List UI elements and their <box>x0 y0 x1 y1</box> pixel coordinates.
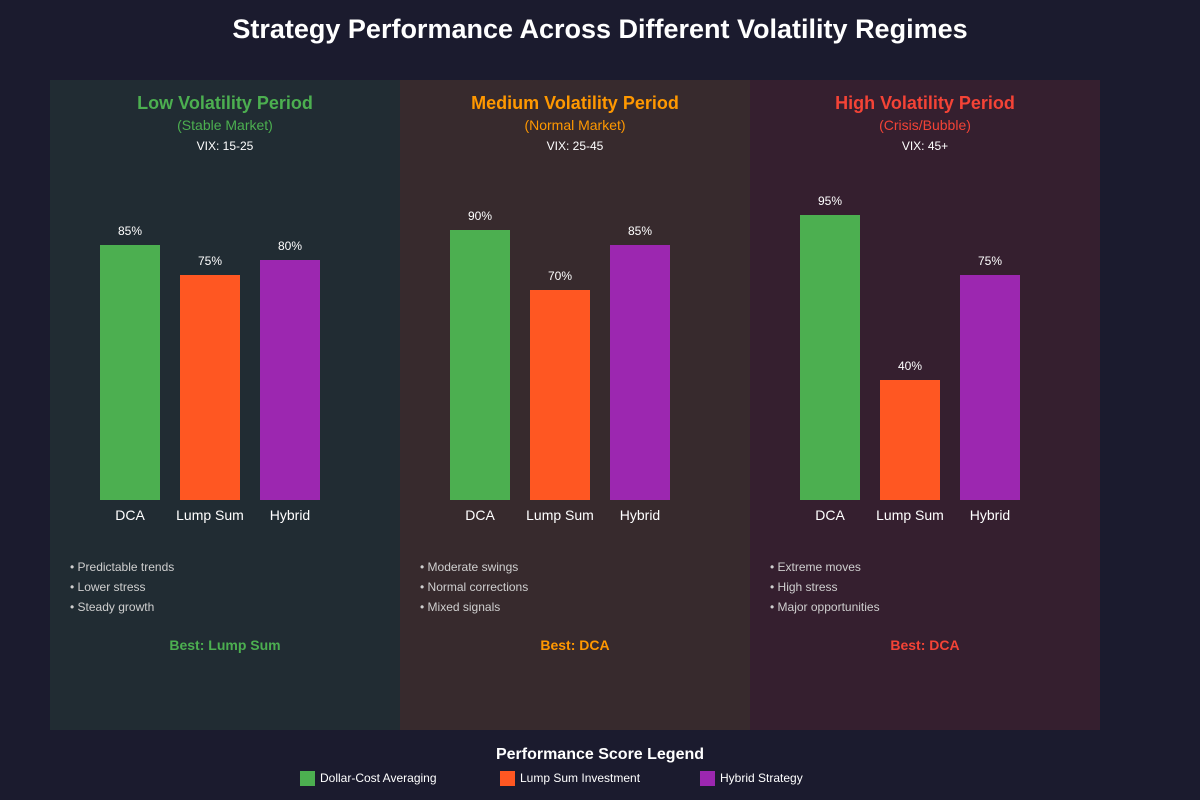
bar-value-label: 85% <box>628 224 652 238</box>
best-strategy: Best: DCA <box>540 637 610 653</box>
bar-hybrid <box>260 260 320 500</box>
panel-subtitle: (Crisis/Bubble) <box>879 117 971 133</box>
panel-notes: • Moderate swings • Normal corrections •… <box>420 557 730 617</box>
category-label: Hybrid <box>620 507 660 523</box>
panel-notes: • Extreme moves • High stress • Major op… <box>770 557 1080 617</box>
bar-chart-high: 95% DCA 40% Lump Sum 75% Hybrid <box>800 194 1020 523</box>
note-item: • Steady growth <box>70 600 155 614</box>
bar-lump-sum <box>880 380 940 500</box>
panel-notes: • Predictable trends • Lower stress • St… <box>70 557 380 617</box>
bar-value-label: 80% <box>278 239 302 253</box>
panel-subtitle: (Stable Market) <box>177 117 273 133</box>
bar-value-label: 70% <box>548 269 572 283</box>
legend-item-dca: Dollar-Cost Averaging <box>300 770 437 786</box>
category-label: Lump Sum <box>176 507 244 523</box>
page-title: Strategy Performance Across Different Vo… <box>232 14 968 44</box>
panel-low-volatility: Low Volatility Period (Stable Market) VI… <box>50 80 400 730</box>
legend-swatch <box>500 770 515 786</box>
bar-value-label: 90% <box>468 209 492 223</box>
bar-value-label: 75% <box>978 254 1002 268</box>
panel-title: High Volatility Period <box>835 93 1015 113</box>
panel-vix: VIX: 25-45 <box>546 139 604 153</box>
bar-chart-medium: 90% DCA 70% Lump Sum 85% Hybrid <box>450 209 670 523</box>
panel-vix: VIX: 45+ <box>901 139 949 153</box>
legend-swatch <box>300 770 315 786</box>
bar-value-label: 75% <box>198 254 222 268</box>
panel-subtitle: (Normal Market) <box>524 117 626 133</box>
note-item: • Lower stress <box>70 580 146 594</box>
bar-lump-sum <box>180 275 240 500</box>
category-label: DCA <box>115 507 145 523</box>
category-label: Hybrid <box>970 507 1010 523</box>
category-label: DCA <box>815 507 845 523</box>
note-item: • Major opportunities <box>770 600 880 614</box>
category-label: Lump Sum <box>876 507 944 523</box>
bar-chart-low: 85% DCA 75% Lump Sum 80% Hybrid <box>100 224 320 523</box>
legend-label: Dollar-Cost Averaging <box>320 771 437 785</box>
panel-title: Medium Volatility Period <box>471 93 679 113</box>
bar-value-label: 85% <box>118 224 142 238</box>
category-label: Hybrid <box>270 507 310 523</box>
bar-lump-sum <box>530 290 590 500</box>
category-label: DCA <box>465 507 495 523</box>
bar-dca <box>100 245 160 500</box>
legend-item-lump-sum: Lump Sum Investment <box>500 770 640 786</box>
bar-dca <box>800 215 860 500</box>
note-item: • Normal corrections <box>420 580 529 594</box>
bar-dca <box>450 230 510 500</box>
legend-label: Hybrid Strategy <box>720 771 803 785</box>
bar-hybrid <box>610 245 670 500</box>
panel-vix: VIX: 15-25 <box>196 139 254 153</box>
category-label: Lump Sum <box>526 507 594 523</box>
best-strategy: Best: Lump Sum <box>169 637 281 653</box>
note-item: • Mixed signals <box>420 600 501 614</box>
note-item: • High stress <box>770 580 838 594</box>
legend-swatch <box>700 770 715 786</box>
best-strategy: Best: DCA <box>890 637 960 653</box>
note-item: • Predictable trends <box>70 560 175 574</box>
note-item: • Moderate swings <box>420 560 519 574</box>
bar-hybrid <box>960 275 1020 500</box>
legend-title: Performance Score Legend <box>495 746 705 763</box>
legend-item-hybrid: Hybrid Strategy <box>700 770 803 786</box>
legend-label: Lump Sum Investment <box>520 771 641 785</box>
note-item: • Extreme moves <box>770 560 861 574</box>
bar-value-label: 95% <box>818 194 842 208</box>
panel-title: Low Volatility Period <box>137 93 313 113</box>
bar-value-label: 40% <box>898 359 922 373</box>
panel-medium-volatility: Medium Volatility Period (Normal Market)… <box>400 80 750 730</box>
panel-high-volatility: High Volatility Period (Crisis/Bubble) V… <box>750 80 1100 730</box>
